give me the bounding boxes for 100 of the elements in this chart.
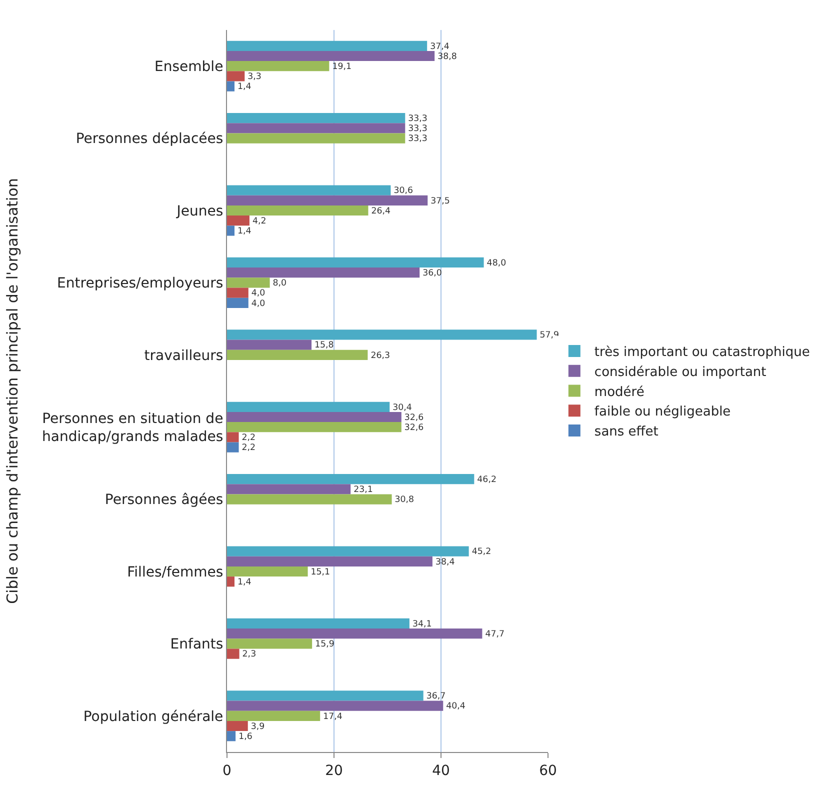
bar [227, 422, 402, 432]
data-label: 33,3 [408, 124, 428, 134]
bar [227, 710, 320, 721]
bar [227, 350, 368, 360]
data-label: 30,8 [394, 495, 414, 506]
bar [227, 40, 428, 51]
legend-label: modéré [594, 384, 644, 400]
legend-label: faible ou négligeable [594, 404, 731, 420]
data-label: 38,8 [438, 52, 457, 62]
data-label: 26,3 [370, 350, 390, 361]
data-label: 1,4 [237, 82, 252, 92]
data-label: 3,9 [250, 722, 265, 732]
bar [227, 556, 432, 566]
bar [227, 61, 330, 72]
data-label: 37,5 [430, 196, 450, 206]
data-label: 34,1 [412, 619, 432, 630]
bar [227, 195, 428, 206]
data-label: 30,6 [394, 186, 413, 196]
bar [227, 113, 406, 124]
data-label: 1,4 [237, 577, 252, 588]
x-tick-label: 0 [222, 762, 232, 779]
bar [227, 185, 391, 196]
data-label: 40,4 [446, 702, 466, 712]
bar [227, 494, 392, 504]
legend-label: très important ou catastrophique [594, 345, 810, 360]
bar [227, 731, 236, 742]
bar [227, 432, 239, 442]
y-tick-label: travailleurs [144, 348, 224, 364]
bar [227, 474, 474, 484]
y-axis-title: Cible ou champ d'intervention principal de l'organisation [3, 178, 22, 604]
data-label: 32,6 [404, 412, 424, 423]
y-tick-label: Personnes en situation de handicap/grands malades [42, 410, 224, 446]
bar [227, 50, 435, 62]
data-label: 4,0 [251, 288, 266, 299]
data-label: 23,1 [354, 485, 373, 496]
bar [227, 298, 248, 308]
data-label: 8,0 [272, 278, 287, 289]
bar [227, 690, 424, 701]
bar [227, 216, 250, 226]
bar [227, 720, 248, 732]
bar [227, 566, 308, 577]
data-label: 2,2 [242, 443, 256, 454]
y-tick-label: Entreprises/employeurs [57, 276, 224, 292]
bar [227, 123, 406, 134]
y-tick-label: Personnes âgées [104, 492, 224, 508]
y-tick-label: Enfants [170, 636, 224, 653]
data-label: 1,6 [238, 732, 252, 742]
bar [227, 638, 312, 649]
data-label: 4,2 [252, 216, 266, 226]
data-label: 45,2 [472, 547, 492, 558]
data-label: 30,4 [392, 402, 412, 413]
bar [227, 278, 270, 288]
data-label: 36,7 [426, 692, 446, 702]
data-label: 26,4 [371, 206, 391, 216]
bar [227, 133, 406, 144]
bar [227, 576, 234, 587]
legend-label: considérable ou important [594, 364, 766, 380]
bar [227, 226, 234, 236]
x-tick-label: 20 [325, 762, 343, 779]
data-label: 38,4 [435, 557, 456, 568]
data-label: 3,3 [248, 72, 262, 82]
data-label: 33,3 [408, 134, 428, 144]
bar [227, 648, 240, 659]
data-label: 36,0 [422, 268, 442, 278]
bar [227, 205, 368, 216]
data-label: 15,1 [310, 567, 330, 578]
bar [227, 81, 234, 92]
data-label: 32,6 [404, 422, 424, 433]
bar [227, 628, 482, 639]
x-tick-label: 40 [432, 762, 450, 779]
bar [227, 288, 248, 298]
bar [227, 71, 245, 82]
y-tick-label: Jeunes [176, 203, 224, 220]
bar [227, 546, 469, 556]
bar [227, 402, 390, 412]
y-tick-label: Filles/femmes [127, 564, 224, 580]
bar [227, 442, 239, 452]
y-tick-label: Personnes déplacées [76, 131, 224, 148]
data-label: 48,0 [486, 258, 506, 268]
data-label: 2,3 [242, 650, 256, 660]
bar [227, 330, 537, 340]
bar [227, 618, 410, 629]
bar [227, 700, 444, 711]
data-label: 37,4 [430, 42, 450, 52]
bar [227, 484, 351, 494]
data-label: 4,0 [251, 298, 266, 309]
data-label: 17,4 [323, 712, 343, 722]
y-tick-label: Population générale [83, 708, 224, 725]
bar [227, 412, 402, 422]
data-label: 19,1 [332, 62, 352, 72]
bar [227, 340, 312, 350]
data-label: 1,4 [237, 226, 252, 237]
data-label: 46,2 [477, 474, 496, 485]
data-label: 15,8 [314, 340, 334, 351]
legend-label: sans effet [594, 424, 658, 440]
x-tick-label: 60 [539, 762, 557, 779]
data-label: 47,7 [485, 629, 504, 640]
bar [227, 257, 484, 268]
data-label: 15,9 [315, 640, 334, 650]
bar [227, 268, 420, 278]
